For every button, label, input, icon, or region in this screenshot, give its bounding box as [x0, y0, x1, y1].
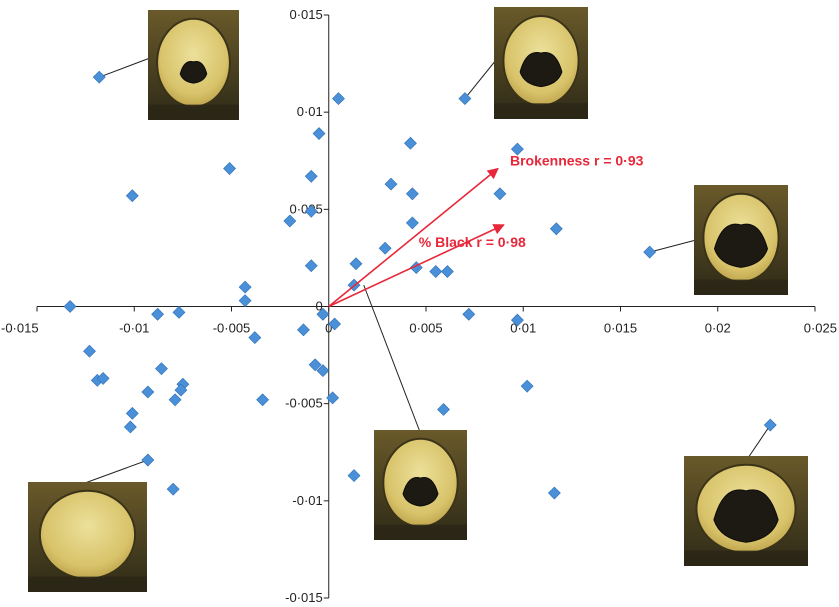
- data-point: [172, 305, 186, 319]
- inset-photo-top-left-leader-line: [99, 57, 151, 78]
- data-point: [248, 331, 262, 345]
- data-point: [429, 265, 443, 278]
- data-point: [308, 358, 322, 372]
- data-point: [92, 70, 106, 84]
- data-point: [493, 187, 507, 201]
- data-point: [304, 259, 318, 273]
- inset-photo-top-right-leader-line: [464, 59, 497, 99]
- data-point: [458, 92, 472, 105]
- y-tick-label: -0·005: [285, 396, 323, 411]
- data-point: [378, 241, 392, 255]
- x-tick-label: 0·025: [804, 321, 837, 336]
- data-point: [328, 317, 342, 331]
- data-point: [349, 257, 363, 271]
- inset-photo-top-left: [148, 10, 239, 120]
- data-point: [462, 307, 476, 321]
- trait-vectors: Brokenness r = 0·93 % Black r = 0·98: [328, 153, 644, 308]
- data-point: [326, 391, 340, 405]
- inset-photo-right-leader-line: [649, 239, 697, 253]
- trait-vector-arrow: [328, 224, 505, 308]
- inset-photo-bottom-right: [684, 456, 808, 566]
- data-point: [316, 307, 330, 321]
- y-tick-label: 0: [316, 299, 323, 314]
- data-point: [168, 393, 182, 407]
- data-point: [238, 280, 252, 294]
- inset-photos: [28, 7, 808, 592]
- data-point: [283, 214, 297, 228]
- x-tick-label: -0·01: [119, 321, 149, 336]
- trait-vector-label: Brokenness r = 0·93: [510, 153, 644, 169]
- data-point: [409, 261, 423, 275]
- inset-photo-top-right: [494, 7, 588, 119]
- x-tick-label: 0·005: [409, 321, 442, 336]
- data-point: [304, 169, 318, 183]
- data-point: [316, 364, 330, 378]
- data-point: [347, 469, 361, 482]
- data-point: [332, 92, 345, 105]
- x-tick-label: -0·015: [1, 321, 39, 336]
- data-point: [63, 300, 77, 313]
- data-point: [297, 323, 310, 337]
- x-tick-label: -0·005: [213, 321, 251, 336]
- data-point: [763, 418, 777, 432]
- data-point: [151, 307, 165, 321]
- data-point: [141, 385, 155, 399]
- inset-photo-bottom-left: [28, 482, 147, 592]
- data-point: [643, 245, 657, 259]
- data-point: [304, 204, 318, 218]
- inset-photo-bottom-right-leader-line: [747, 424, 771, 459]
- y-tick-label: 0·015: [290, 7, 323, 22]
- data-point: [510, 313, 524, 327]
- data-point: [405, 216, 419, 230]
- data-point: [125, 406, 139, 420]
- inset-photo-center-leader-line: [363, 284, 421, 433]
- data-point: [125, 189, 139, 203]
- data-point: [510, 142, 524, 156]
- data-point: [256, 393, 270, 407]
- axes: -0·015 -0·01 -0·005 0 0·005 0·01 0·015 0·02 0·02…: [1, 7, 837, 605]
- data-point: [141, 453, 155, 467]
- inset-photo-bottom-left-leader-line: [84, 459, 149, 484]
- data-point: [166, 482, 180, 496]
- y-tick-label: 0·01: [297, 104, 323, 119]
- data-point: [520, 379, 534, 393]
- data-point: [549, 222, 563, 236]
- trait-vector-label: % Black r = 0·98: [419, 234, 526, 250]
- x-tick-label: 0·015: [604, 321, 637, 336]
- data-point: [312, 127, 326, 140]
- trait-vector-arrow: [328, 167, 499, 308]
- y-tick-label: -0·015: [285, 590, 323, 605]
- data-point: [405, 187, 419, 201]
- data-point: [96, 371, 110, 385]
- y-tick-label: 0·005: [290, 201, 323, 216]
- data-point: [123, 420, 137, 434]
- data-point: [238, 294, 252, 308]
- y-tick-label: -0·01: [292, 493, 322, 508]
- x-tick-label: 0: [325, 321, 332, 336]
- data-point: [384, 177, 398, 191]
- data-point: [174, 383, 188, 397]
- data-point: [404, 136, 417, 150]
- data-point: [440, 265, 454, 278]
- leader-lines: [84, 57, 771, 484]
- data-point: [223, 162, 236, 175]
- data-point: [437, 403, 450, 416]
- data-point: [83, 344, 96, 358]
- x-tick-label: 0·02: [705, 321, 731, 336]
- data-point: [547, 486, 561, 500]
- inset-photo-right: [694, 185, 788, 295]
- data-point: [155, 362, 168, 376]
- inset-photo-center: [374, 430, 467, 540]
